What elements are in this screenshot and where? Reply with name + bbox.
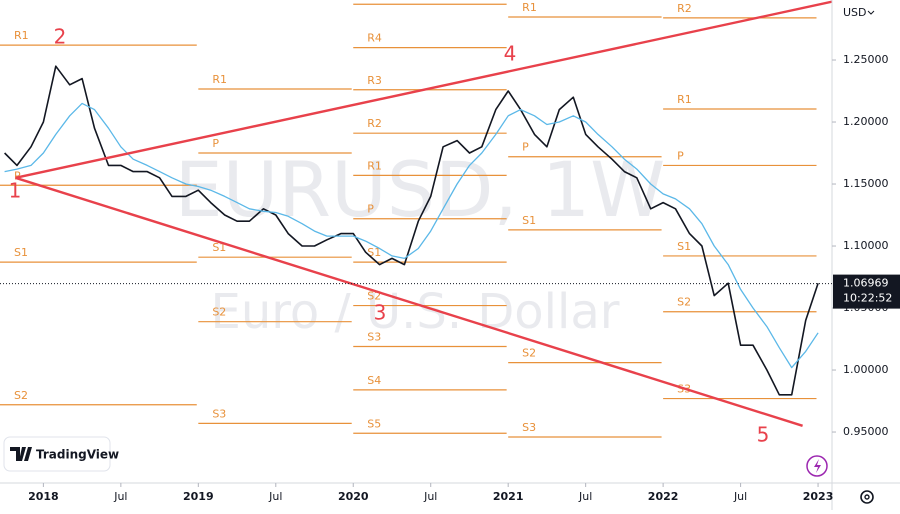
y-tick-label: 1.10000 (843, 239, 889, 252)
x-tick-label: Jul (423, 490, 437, 503)
pivot-label: P (212, 137, 219, 150)
x-tick-label: 2021 (493, 490, 524, 503)
y-tick-label: 1.00000 (843, 363, 889, 376)
pivot-label: S1 (677, 240, 691, 253)
x-tick-label: Jul (113, 490, 127, 503)
pivot-label: S4 (367, 374, 381, 387)
pivot-label: S5 (367, 417, 381, 430)
pivot-label: P (14, 169, 21, 182)
countdown-label: 10:22:52 (843, 292, 892, 305)
pivot-label: R2 (367, 117, 382, 130)
currency-caret[interactable] (867, 10, 875, 15)
pivot-label: S1 (212, 241, 226, 254)
price-line (4, 65, 819, 396)
pivot-label: P (677, 149, 684, 162)
pivot-label: S2 (677, 296, 691, 309)
alert-button[interactable] (806, 455, 828, 477)
pivot-label: P (367, 203, 374, 216)
last-price-box (833, 274, 900, 309)
pivot-label: R1 (677, 93, 692, 106)
x-tick-label: 2023 (803, 490, 834, 503)
trend-line (15, 176, 803, 427)
pivot-label: S2 (14, 389, 28, 402)
wave-label: 5 (757, 423, 770, 447)
last-price-label: 1.06969 (843, 277, 889, 290)
pivot-label: S1 (14, 246, 28, 259)
y-tick-label: 1.20000 (843, 115, 889, 128)
x-tick-label: Jul (578, 490, 592, 503)
wave-label: 1 (9, 179, 22, 203)
pivot-label: R1 (522, 1, 537, 14)
plot-area: R1 P S1 S2 R1 P S1 S2 S3 R5 R4 R3 R2 R1 P S1 S2 S3 S4 S5 R1 P… (0, 0, 832, 447)
pivot-label: S1 (522, 214, 536, 227)
pivot-label: R1 (367, 159, 382, 172)
tradingview-logo[interactable]: TradingView (3, 436, 119, 472)
pivot-label: R1 (14, 29, 29, 42)
x-tick-label: 2019 (183, 490, 214, 503)
settings-button[interactable] (860, 490, 874, 504)
watermark-subtitle: Euro / U.S. Dollar (210, 284, 619, 340)
x-tick-label: Jul (268, 490, 282, 503)
pivot-label: R4 (367, 32, 382, 45)
currency-label[interactable]: USD (843, 6, 867, 19)
pivot-label: R5 (367, 0, 382, 1)
wave-label: 3 (374, 301, 387, 325)
pivot-label: S3 (367, 330, 381, 343)
wave-label: 4 (504, 42, 517, 66)
x-tick-label: Jul (733, 490, 747, 503)
x-tick-label: 2018 (28, 490, 59, 503)
pivot-label: R2 (677, 2, 692, 15)
y-tick-label: 1.15000 (843, 177, 889, 190)
brand-name: TradingView (36, 448, 119, 462)
y-tick-label: 1.25000 (843, 53, 889, 66)
pivot-label: S2 (522, 347, 536, 360)
pivot-label: R1 (212, 73, 227, 86)
x-tick-label: 2022 (648, 490, 679, 503)
trend-line (15, 0, 832, 179)
pivot-label: R3 (367, 74, 382, 87)
x-tick-label: 2020 (338, 490, 369, 503)
y-tick-label: 0.95000 (843, 425, 889, 438)
pivot-label: S3 (212, 407, 226, 420)
pivot-label: P (522, 141, 529, 154)
pivot-label: S2 (212, 306, 226, 319)
pivot-label: S3 (522, 421, 536, 434)
moving-average (4, 102, 819, 369)
wave-label: 2 (54, 25, 67, 49)
